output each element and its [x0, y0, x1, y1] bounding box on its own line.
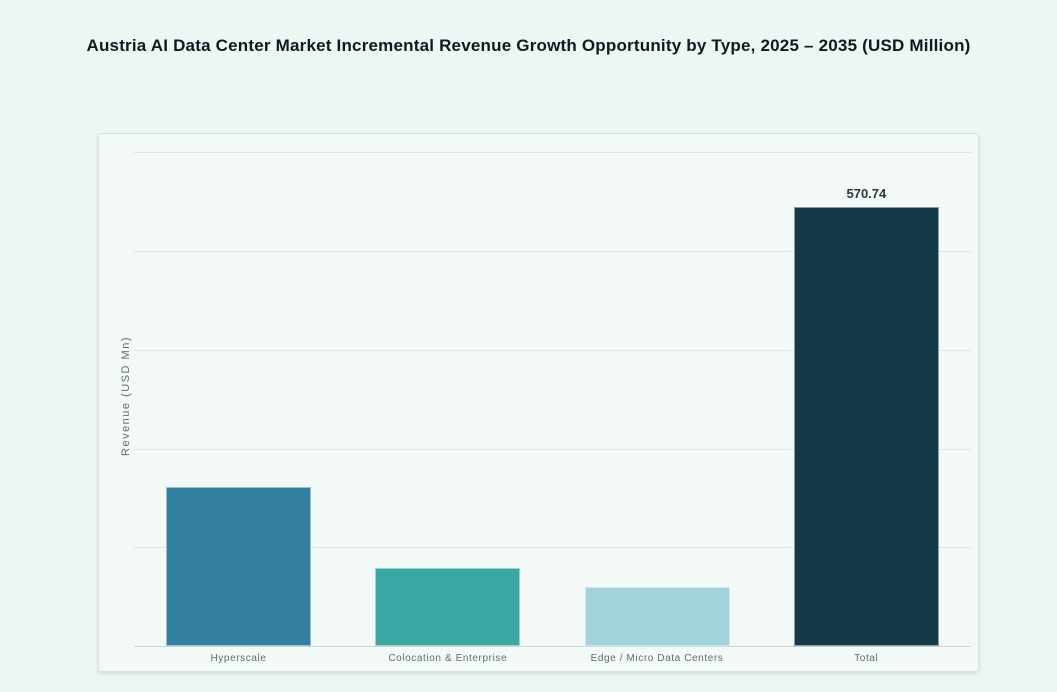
x-axis-label-edge-micro-data-centers: Edge / Micro Data Centers — [590, 653, 724, 664]
gridline — [134, 449, 971, 450]
x-axis-line — [134, 646, 971, 647]
bar-colocation-enterprise — [375, 568, 521, 646]
data-label-total: 570.74 — [846, 186, 887, 201]
gridline — [134, 547, 971, 548]
x-axis-label-hyperscale: Hyperscale — [210, 653, 267, 664]
chart-card: Revenue (USD Mn) Hyperscale Colocation & … — [98, 133, 979, 672]
x-axis-label-total: Total — [854, 653, 879, 664]
gridline — [134, 152, 971, 153]
bar-total — [793, 207, 939, 646]
bar-hyperscale — [166, 487, 312, 646]
chart-title: Austria AI Data Center Market Incrementa… — [86, 36, 971, 55]
gridline — [134, 251, 971, 252]
x-axis-label-colocation-enterprise: Colocation & Enterprise — [388, 653, 508, 664]
y-axis-label: Revenue (USD Mn) — [120, 336, 132, 456]
gridline — [134, 350, 971, 351]
bar-edge-micro-data-centers — [584, 587, 730, 646]
